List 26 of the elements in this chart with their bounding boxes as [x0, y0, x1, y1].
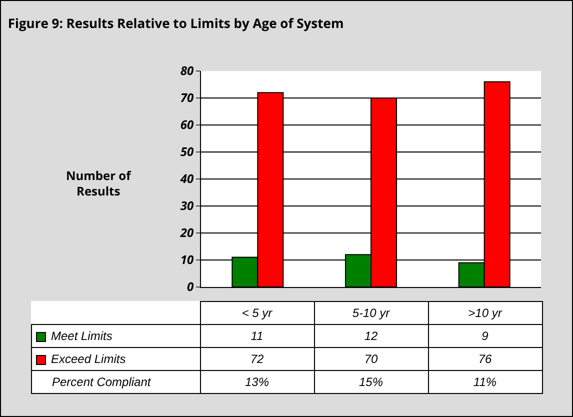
y-tick-label: 70 [180, 89, 194, 106]
y-tick-label: 40 [179, 170, 194, 188]
y-tick-label: 50 [180, 143, 194, 160]
data-label: 76 [428, 348, 542, 370]
y-axis-title: Number of Results [66, 167, 132, 200]
x-tick-label: < 5 yr [200, 302, 314, 324]
y-tick-label: 30 [180, 197, 194, 214]
x-tick-label: >10 yr [428, 302, 542, 324]
x-tick-label: 5-10 yr [314, 302, 428, 324]
data-label: 9 [428, 324, 542, 348]
legend-label: Meet Limits [32, 324, 200, 348]
data-label: 70 [314, 348, 428, 370]
y-tick-label: 80 [180, 62, 194, 80]
y-tick-label: 10 [180, 251, 194, 268]
text: 15% [314, 370, 428, 394]
y-tick-label: 60 [180, 116, 194, 134]
data-label: 72 [200, 348, 314, 370]
data-label: 12 [314, 324, 428, 348]
y-tick-label: 20 [179, 224, 194, 242]
text: 13% [200, 370, 314, 394]
chart-title: Figure 9: Results Relative to Limits by Age of System [8, 14, 344, 32]
text: 11% [428, 370, 542, 394]
y-tick-label: 0 [186, 278, 194, 296]
legend-label: Exceed Limits [32, 348, 200, 370]
data-label: 11 [200, 324, 314, 348]
text: Percent Compliant [32, 370, 200, 394]
